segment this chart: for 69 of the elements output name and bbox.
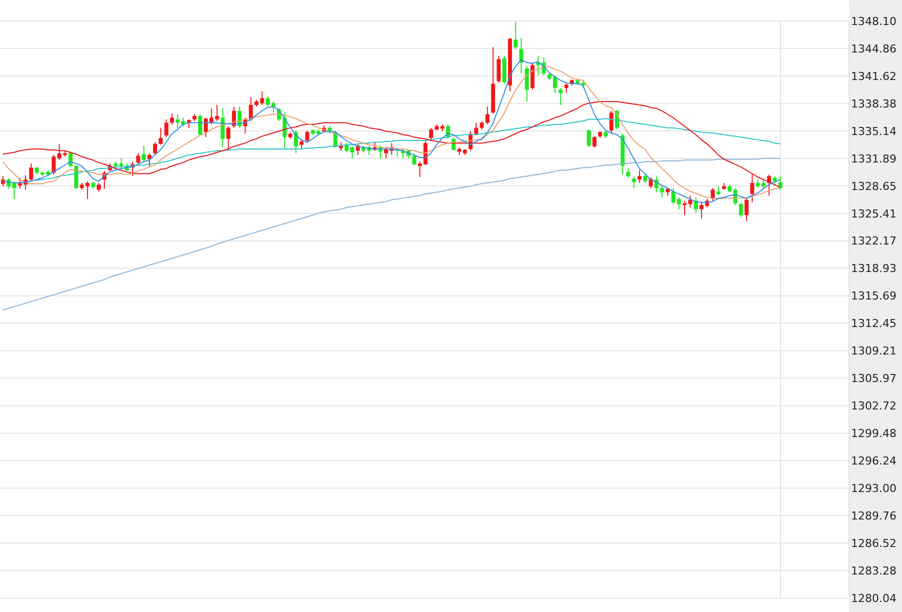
candlestick: [738, 202, 743, 218]
candlestick: [502, 55, 506, 84]
y-tick-label: 1283.28: [851, 564, 896, 578]
y-tick-label: 1331.89: [851, 152, 896, 166]
candlestick: [586, 129, 591, 148]
candlestick: [248, 96, 253, 122]
candlestick: [660, 186, 664, 198]
candlestick: [12, 180, 16, 200]
y-tick-label: 1280.04: [851, 592, 896, 605]
y-tick-label: 1344.86: [851, 42, 896, 56]
candlestick: [226, 126, 230, 152]
candlestick: [153, 142, 158, 155]
candlestick: [485, 106, 490, 125]
candlestick: [74, 164, 78, 190]
candlestick: [744, 198, 749, 222]
y-tick-label: 1309.21: [851, 344, 896, 358]
candlestick: [530, 62, 535, 90]
y-tick-label: 1293.00: [851, 482, 896, 496]
candlestick: [198, 114, 202, 136]
y-tick-label: 1322.17: [851, 234, 896, 248]
candlestick: [750, 174, 754, 203]
candlestick: [158, 127, 163, 146]
candlestick: [350, 146, 354, 159]
candlestick: [429, 127, 434, 142]
candlestick: [524, 65, 529, 102]
y-tick-label: 1286.52: [851, 536, 896, 550]
candlestick: [294, 130, 298, 154]
y-tick-label: 1335.14: [851, 124, 896, 138]
candlestick: [52, 154, 56, 175]
candlestick: [716, 186, 720, 196]
y-tick-label: 1341.62: [851, 70, 896, 83]
candlestick: [68, 151, 73, 168]
candlestick: [514, 21, 518, 50]
candlestick: [164, 118, 168, 138]
candlestick: [170, 112, 174, 125]
candlestick: [710, 188, 715, 202]
y-tick-label: 1299.48: [851, 427, 896, 440]
candlestick: [609, 110, 614, 134]
candlestick: [519, 37, 524, 74]
y-tick-label: 1289.76: [851, 510, 896, 522]
y-tick-label: 1338.38: [851, 97, 896, 110]
y-tick-label: 1315.69: [851, 290, 896, 303]
candlestick: [300, 139, 304, 150]
candlestick: [412, 152, 416, 166]
candlestick: [626, 168, 630, 178]
candlestick: [592, 136, 596, 148]
candlestick: [632, 176, 636, 189]
candlestick: [564, 83, 568, 94]
line-series: [2, 158, 781, 311]
candlestick: [558, 87, 563, 106]
y-tick-label: 1296.24: [851, 454, 896, 468]
y-tick-label: 1305.97: [851, 372, 896, 386]
y-tick-label: 1318.93: [851, 262, 896, 276]
candlestick: [119, 158, 124, 170]
candlestick: [220, 108, 225, 148]
y-tick-label: 1302.72: [851, 400, 896, 413]
candlestick: [474, 122, 478, 136]
candlestick: [136, 152, 140, 164]
candlestick: [496, 55, 501, 84]
y-tick-label: 1325.41: [851, 207, 896, 220]
y-tick-label: 1348.10: [851, 14, 896, 28]
y-tick-label: 1328.65: [851, 180, 896, 193]
candlestick: [638, 170, 642, 184]
candlestick: [648, 177, 653, 189]
candlestick: [142, 145, 146, 162]
candlestick: [305, 130, 310, 143]
y-tick-label: 1312.45: [851, 317, 896, 330]
line-series: [2, 101, 781, 188]
candlestick: [29, 162, 34, 182]
